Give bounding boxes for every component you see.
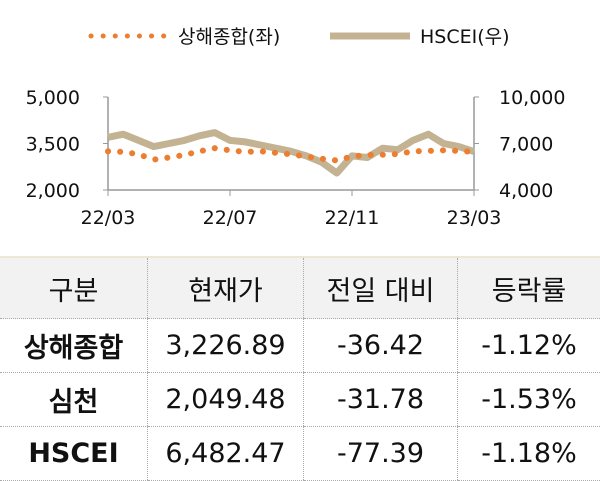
- change-rate: -1.18%: [458, 427, 600, 481]
- x-tick-label: 22/03: [81, 207, 136, 229]
- left-tick-label: 3,500: [26, 134, 80, 156]
- current-price: 2,049.48: [148, 373, 304, 427]
- header-rate: 등락률: [458, 257, 600, 319]
- left-tick-label: 5,000: [26, 87, 80, 109]
- daily-change: -36.42: [304, 319, 458, 373]
- index-name: 상해종합: [0, 319, 148, 373]
- line-chart: 5,000 3,500 2,000 10,000 7,000 4,000 22/03 22/0…: [0, 80, 600, 240]
- header-price: 현재가: [148, 257, 304, 319]
- x-tick-label: 22/07: [203, 207, 258, 229]
- legend-solid-line-icon: [330, 31, 410, 41]
- right-tick-label: 4,000: [499, 180, 553, 202]
- current-price: 3,226.89: [148, 319, 304, 373]
- change-rate: -1.12%: [458, 319, 600, 373]
- legend-item-shanghai: 상해종합(좌): [88, 22, 280, 49]
- current-price: 6,482.47: [148, 427, 304, 481]
- index-name: 심천: [0, 373, 148, 427]
- right-tick-label: 10,000: [499, 87, 565, 109]
- left-tick-label: 2,000: [26, 180, 80, 202]
- x-tick-label: 22/11: [325, 207, 380, 229]
- index-table: 구분 현재가 전일 대비 등락률 상해종합 3,226.89 -36.42 -1…: [0, 256, 600, 481]
- legend-label: HSCEI(우): [420, 22, 510, 49]
- table-row: 심천 2,049.48 -31.78 -1.53%: [0, 373, 600, 427]
- legend-dotted-line-icon: [88, 31, 168, 41]
- table-row: 상해종합 3,226.89 -36.42 -1.12%: [0, 319, 600, 373]
- index-name: HSCEI: [0, 427, 148, 481]
- daily-change: -77.39: [304, 427, 458, 481]
- legend-item-hscei: HSCEI(우): [330, 22, 510, 49]
- daily-change: -31.78: [304, 373, 458, 427]
- header-category: 구분: [0, 257, 148, 319]
- header-change: 전일 대비: [304, 257, 458, 319]
- change-rate: -1.53%: [458, 373, 600, 427]
- legend-label: 상해종합(좌): [178, 22, 280, 49]
- chart-legend: 상해종합(좌) HSCEI(우): [0, 22, 600, 52]
- x-tick-label: 23/03: [447, 207, 502, 229]
- right-tick-label: 7,000: [499, 134, 553, 156]
- table-row: HSCEI 6,482.47 -77.39 -1.18%: [0, 427, 600, 481]
